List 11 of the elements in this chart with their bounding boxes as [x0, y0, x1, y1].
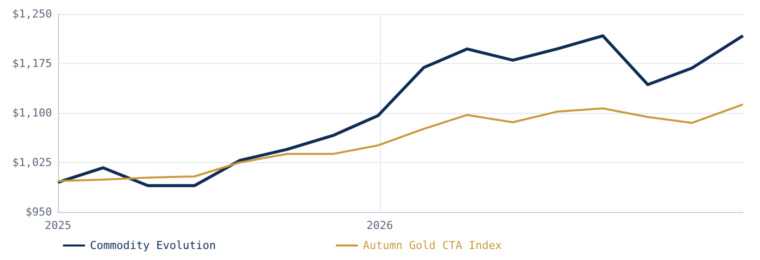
- y-tick-label: $1,100: [12, 106, 52, 120]
- y-tick-label: $950: [26, 206, 52, 218]
- legend-label: Commodity Evolution: [90, 239, 216, 252]
- y-tick-label: $1,025: [12, 156, 52, 169]
- x-tick-label: 2026: [366, 219, 394, 232]
- legend-label: Autumn Gold CTA Index: [362, 239, 502, 252]
- line-series: [57, 103, 744, 182]
- x-tick-label: 2025: [44, 219, 72, 232]
- y-tick-label: $1,250: [12, 8, 52, 20]
- line-series: [56, 34, 744, 188]
- y-tick-label: $1,175: [12, 57, 52, 70]
